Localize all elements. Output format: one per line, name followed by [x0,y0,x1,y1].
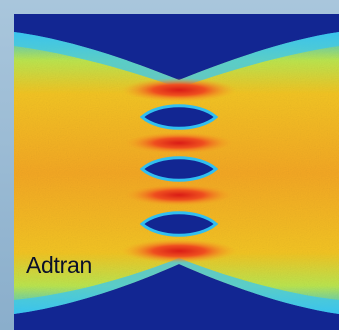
adtran-logo: Adtran [26,252,92,278]
eye-diagram: Adtran [14,14,339,330]
eye-openings [139,104,219,237]
eye-diagram-canvas [14,14,339,330]
